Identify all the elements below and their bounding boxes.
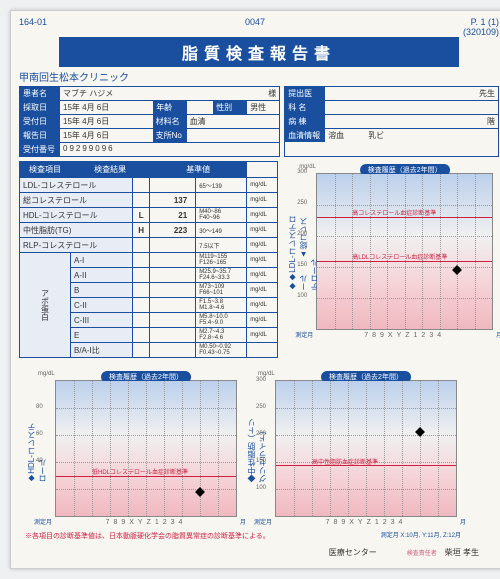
file-no: (320109) — [463, 27, 499, 37]
chart-hdl: mg/dL 検査履歴（過去2年間） ◆HDL-コレステロール 806040低HD… — [55, 380, 237, 517]
header-boxes: 患者名マブチ ハジメ様 採取日15年 4月 6日年齢性別男性 受付日15年 4月… — [19, 86, 499, 157]
month-legend: 測定月 X:10月, Y:11月, Z:12月 — [381, 530, 461, 539]
page-no: P. 1 (1) — [471, 17, 499, 27]
results-table: 検査項目検査結果基準値 LDL-コレステロール65～139mg/dL総コレステロ… — [19, 161, 278, 358]
patient-box: 患者名マブチ ハジメ様 採取日15年 4月 6日年齢性別男性 受付日15年 4月… — [19, 86, 280, 157]
center-name: 医療センター — [329, 547, 377, 558]
code-right: 0047 — [245, 17, 265, 37]
chart-ldl-total: mg/dL 検査履歴（過去2年間） ◆◆LDL-コレステロール ▲総コレステロー… — [316, 173, 493, 330]
report-sheet: 164-01 0047 P. 1 (1) (320109) 脂質検査報告書 甲南… — [10, 10, 500, 569]
chart-tg: mg/dL 検査履歴（過去2年間） ◆中性脂肪（トリグリセライド） 300250… — [275, 380, 457, 517]
submit-box: 提出医先生 科 名 病 棟階 血清情報溶血 乳ビ — [284, 86, 499, 157]
report-title: 脂質検査報告書 — [59, 37, 459, 67]
clinic-name: 甲南回生松本クリニック — [19, 69, 499, 84]
code-left: 164-01 — [19, 17, 47, 37]
footer: 医療センター 検査責任者 柴垣 孝生 — [19, 547, 499, 558]
signature: 柴垣 孝生 — [445, 548, 479, 557]
